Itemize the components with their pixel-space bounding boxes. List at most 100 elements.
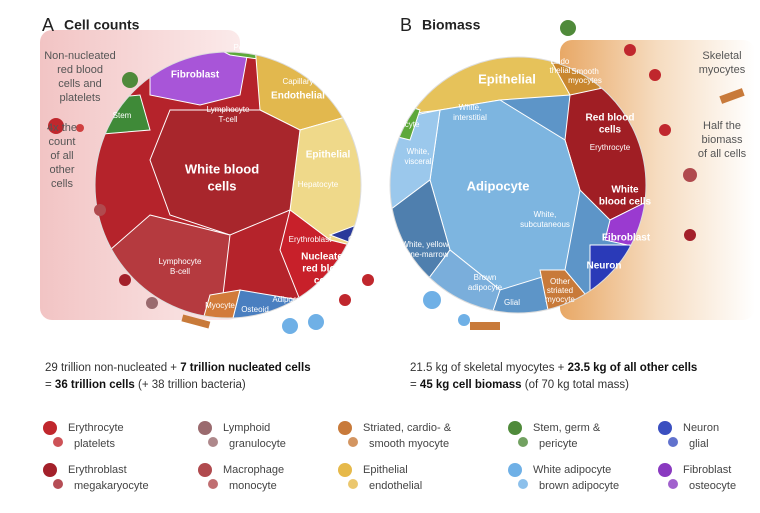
legend-icon — [53, 479, 63, 489]
cell-label: visceral — [404, 157, 431, 166]
cell-label: Neuron — [587, 261, 622, 272]
cell-label: Fibroblast — [171, 70, 220, 81]
panel-letter: B — [400, 15, 412, 35]
summary-text: = — [45, 379, 55, 391]
cell-label: Adipocyte — [467, 178, 530, 193]
cell-label: Myocyte — [205, 301, 235, 310]
legend-icon — [43, 421, 57, 435]
legend-icon — [668, 479, 678, 489]
side-note: Non-nucleated — [44, 50, 116, 62]
legend-icon — [518, 437, 528, 447]
cell-label: Epithelial — [306, 150, 351, 161]
legend: Erythrocyte platelets Erythroblast megakary… — [43, 421, 736, 492]
legend-label: Erythroblast — [68, 464, 127, 476]
side-note: Half the — [703, 120, 741, 132]
cell-label: Red blood — [586, 113, 635, 124]
legend-label: megakaryocyte — [74, 480, 149, 492]
side-note: count — [49, 136, 76, 148]
side-note: of all — [50, 150, 73, 162]
labels-b: Epithelial Endo thelial Smooth myocytes … — [391, 57, 652, 307]
side-note: 4x the — [47, 122, 77, 134]
cell-label: Pericyte — [391, 120, 420, 129]
legend-label: Neuron — [683, 422, 719, 434]
legend-label: Lymphoid — [223, 422, 270, 434]
legend-label: Stem, germ & — [533, 422, 601, 434]
legend-label: Striated, cardio- & — [363, 422, 452, 434]
cell-label: Brown — [474, 273, 497, 282]
legend-icon — [208, 479, 218, 489]
cell-label: Capillary — [282, 77, 313, 86]
side-notes: Non-nucleated red blood cells and platelets… — [44, 50, 746, 190]
summary-text: 21.5 kg of skeletal myocytes + — [410, 362, 568, 374]
summary-line: 29 trillion non-nucleated + 7 trillion n… — [45, 362, 311, 374]
summary-text: (+ 38 trillion bacteria) — [135, 379, 246, 391]
cell-label: Glial — [348, 235, 364, 244]
circle-outline — [389, 56, 647, 314]
summary-text: 7 trillion nucleated cells — [180, 362, 310, 374]
cell-label: striated — [547, 286, 573, 295]
cell-label: myocyte — [545, 295, 575, 304]
cell-label: White, yellow — [401, 240, 448, 249]
cell-icons — [48, 20, 745, 334]
cell-label: Osteoid — [241, 305, 269, 314]
panel-title: Cell counts — [64, 17, 140, 33]
summary-text: 36 trillion cells — [55, 379, 135, 391]
cell-label: White blood — [185, 161, 259, 176]
legend-label: Erythrocyte — [68, 422, 124, 434]
side-note: platelets — [60, 92, 101, 104]
legend-label: glial — [689, 438, 709, 450]
legend-label: platelets — [74, 438, 115, 450]
legend-label: brown adipocyte — [539, 480, 619, 492]
cell-label: blood cells — [599, 197, 652, 208]
cell-label: subcutaneous — [520, 220, 570, 229]
cell-label: Smooth — [571, 67, 599, 76]
cell-label: thelial — [550, 66, 571, 75]
legend-label: granulocyte — [229, 438, 286, 450]
legend-label: osteocyte — [689, 480, 736, 492]
side-note: biomass — [702, 134, 743, 146]
legend-icon — [208, 437, 218, 447]
summary-line: = 36 trillion cells (+ 38 trillion bacte… — [45, 379, 246, 391]
legend-label: endothelial — [369, 480, 422, 492]
cell-label: Endothelial — [271, 91, 325, 102]
cell-label: Epithelial — [478, 71, 536, 86]
cell-label: Erythrocyte — [590, 143, 631, 152]
cell-label: Glial — [504, 298, 520, 307]
summary-text: (of 70 kg total mass) — [522, 379, 630, 391]
cell-label: B-cell — [170, 267, 190, 276]
legend-label: monocyte — [229, 480, 277, 492]
summary-text: 29 trillion non-nucleated + — [45, 362, 180, 374]
legend-icon — [198, 463, 212, 477]
cell-label: White, — [534, 210, 557, 219]
cell-label: adipocyte — [468, 283, 503, 292]
side-note: Skeletal — [702, 50, 741, 62]
circle-outline — [94, 51, 362, 319]
cell-label: Pericyte — [234, 43, 263, 52]
cell-label: red blood — [302, 264, 348, 275]
cell-label: Lymphocyte — [159, 257, 202, 266]
cell-label: Fibroblast — [602, 233, 651, 244]
legend-icon — [348, 479, 358, 489]
cell-label: White, — [407, 147, 430, 156]
side-note: other — [49, 164, 74, 176]
summary-line: = 45 kg cell biomass (of 70 kg total mas… — [410, 379, 629, 391]
summary-text: = — [410, 379, 420, 391]
side-note: of all cells — [698, 148, 747, 160]
cell-label: White, — [459, 103, 482, 112]
legend-icon — [508, 463, 522, 477]
legend-icon — [508, 421, 522, 435]
legend-icon — [338, 463, 352, 477]
cell-label: cells — [599, 125, 622, 136]
legend-icon — [338, 421, 352, 435]
side-note: cells — [51, 178, 74, 190]
cell-label: interstitial — [453, 113, 487, 122]
cell-label: cells — [314, 276, 337, 287]
cell-label: Stem — [113, 111, 132, 120]
cell-label: cells — [208, 178, 237, 193]
legend-icon — [658, 421, 672, 435]
cell-label: T-cell — [218, 115, 237, 124]
legend-icon — [658, 463, 672, 477]
cell-label: Erythroblast — [289, 235, 332, 244]
legend-icon — [53, 437, 63, 447]
